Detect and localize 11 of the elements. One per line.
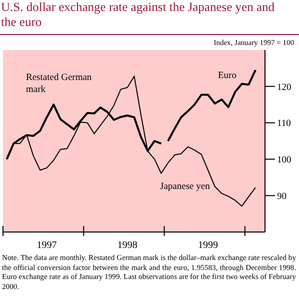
x-tick-label: 1998 [117,240,138,251]
series-label: Restated German mark [26,72,93,96]
x-tick-label: 1997 [36,240,57,251]
x-tick-label: 1999 [198,240,218,251]
chart-title: U.S. dollar exchange rate against the Japanese yen and the euro [1,0,276,30]
y-tick-label: 120 [277,82,292,93]
series-label: Japanese yen [160,181,211,193]
y-tick-label: 100 [277,156,292,166]
series-label: Euro [218,70,238,82]
y-tick-label: 90 [277,192,287,202]
y-tick-label: 110 [277,119,292,130]
